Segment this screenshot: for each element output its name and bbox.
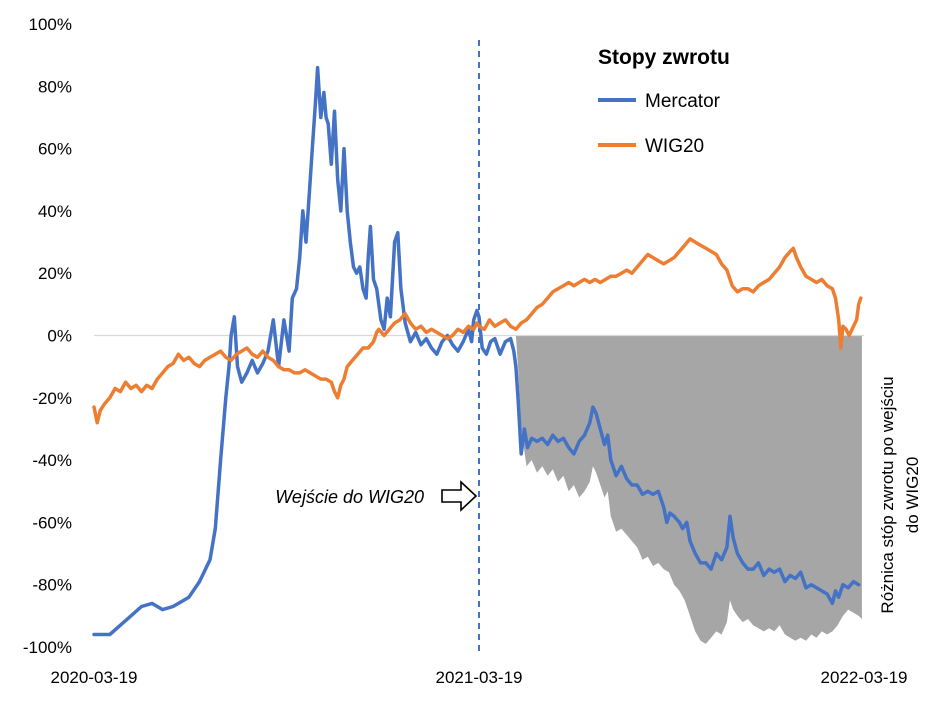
event-label: Wejście do WIG20 [275, 487, 424, 507]
x-tick-label: 2022-03-19 [821, 668, 908, 687]
y-tick-label: 0% [47, 327, 72, 346]
shaded-region-layer [515, 335, 862, 644]
legend-label-mercator: Mercator [645, 91, 721, 112]
series-line-wig20 [92, 237, 863, 425]
shaded-difference-area [515, 335, 862, 644]
y-tick-label: -20% [32, 389, 72, 408]
y-tick-label: 80% [38, 77, 72, 96]
y-tick-label: 20% [38, 264, 72, 283]
y-tick-label: -100% [23, 638, 72, 657]
y-tick-label: -40% [32, 451, 72, 470]
legend-label-wig20: WIG20 [645, 136, 704, 157]
y-tick-label: 40% [38, 202, 72, 221]
y-tick-label: 60% [38, 140, 72, 159]
y-tick-label: 100% [29, 15, 72, 34]
shaded-label-line1: Różnica stóp zwrotu po wejściu [878, 376, 897, 613]
y-tick-label: -80% [32, 576, 72, 595]
y-tick-label: -60% [32, 513, 72, 532]
y-tick-labels: 100% 80% 60% 40% 20% 0% -20% -40% -60% -80% -100% [23, 15, 72, 657]
legend-title: Stopy zwrotu [598, 46, 730, 69]
x-tick-label: 2020-03-19 [51, 668, 138, 687]
series-layer [92, 65, 863, 637]
axis-layer [94, 40, 864, 655]
legend: Stopy zwrotu Mercator WIG20 [598, 46, 730, 157]
shaded-label-line2: do WIG20 [903, 457, 922, 534]
arrow-right-icon [441, 480, 478, 512]
shaded-region-label: Różnica stóp zwrotu po wejściu do WIG20 [878, 376, 922, 613]
event-annotation: Wejście do WIG20 [275, 480, 478, 512]
series-line-mercator [92, 65, 861, 637]
x-tick-label: 2021-03-19 [436, 668, 523, 687]
x-tick-labels: 2020-03-19 2021-03-19 2022-03-19 [51, 668, 908, 687]
